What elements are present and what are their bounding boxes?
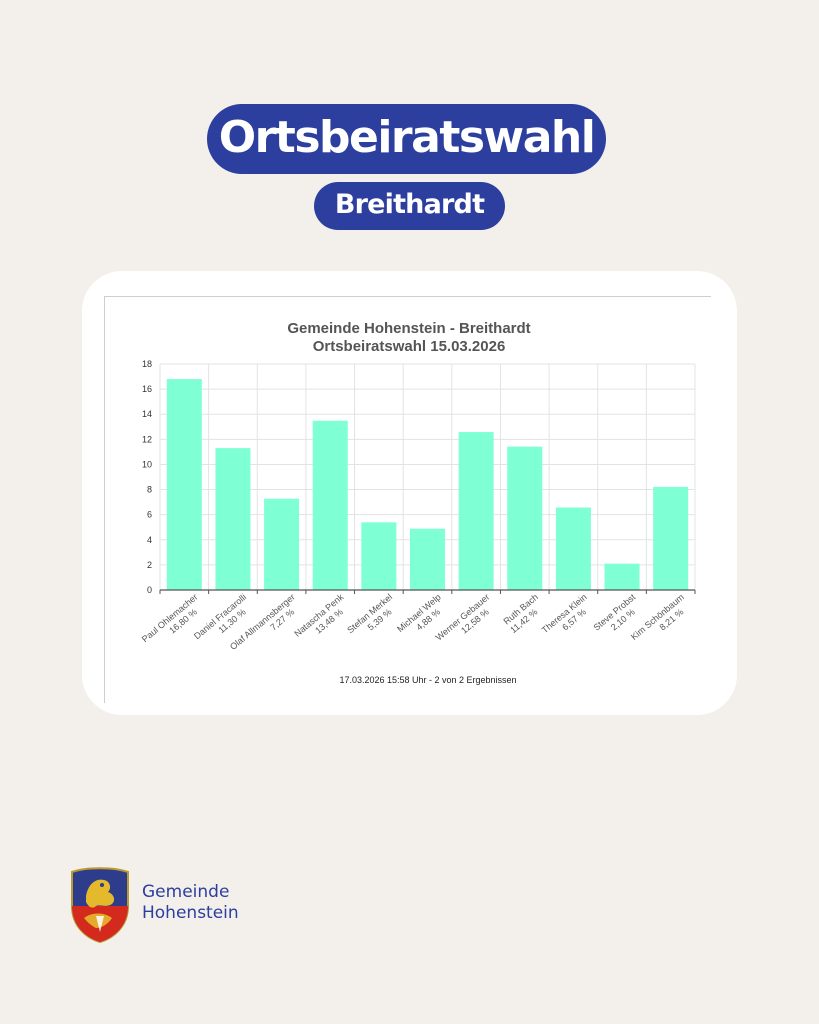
y-tick-label: 12 <box>142 434 152 444</box>
bar-5 <box>361 522 397 590</box>
y-tick-label: 18 <box>142 359 152 369</box>
coat-of-arms-icon <box>71 867 129 944</box>
bar-7 <box>458 432 494 590</box>
chart-title: Gemeinde Hohenstein - Breithardt <box>287 320 530 337</box>
y-tick-label: 6 <box>147 510 152 520</box>
x-tick-label: Paul Ohlemacher16,80 % <box>140 592 207 653</box>
page-title: Ortsbeiratswahl <box>207 104 606 174</box>
bar-1 <box>166 379 202 590</box>
y-tick-label: 8 <box>147 485 152 495</box>
bar-9 <box>555 507 591 590</box>
y-tick-label: 2 <box>147 560 152 570</box>
chart-grid <box>159 363 696 591</box>
org-name-line1: Gemeinde <box>142 882 230 902</box>
y-tick-label: 4 <box>147 535 152 545</box>
bar-11 <box>653 486 689 590</box>
y-tick-label: 16 <box>142 384 152 394</box>
y-tick-label: 0 <box>147 585 152 595</box>
chart-axes <box>159 589 696 594</box>
bar-10 <box>604 563 640 590</box>
chart-footnote: 17.03.2026 15:58 Uhr - 2 von 2 Ergebniss… <box>339 675 516 685</box>
org-name-line2: Hohenstein <box>142 903 239 923</box>
x-tick-label: Natascha Penk13,48 % <box>292 592 353 648</box>
y-tick-label: 14 <box>142 409 152 419</box>
x-tick-label: Theresa Klein6,57 % <box>540 592 596 644</box>
chart-subtitle: Ortsbeiratswahl 15.03.2026 <box>313 338 506 355</box>
bar-2 <box>215 448 251 590</box>
bar-4 <box>312 420 348 590</box>
bar-6 <box>409 528 446 590</box>
org-name: Gemeinde Hohenstein <box>142 882 239 924</box>
page-subtitle: Breithardt <box>314 182 505 230</box>
x-tick-label: Werner Gebauer12,58 % <box>434 592 499 651</box>
bar-8 <box>507 446 543 590</box>
chart-bars <box>166 379 689 590</box>
y-tick-label: 10 <box>142 459 152 469</box>
bar-3 <box>264 498 300 590</box>
chart-frame <box>104 296 711 703</box>
x-tick-label: Stefan Merkel5,39 % <box>345 592 401 644</box>
x-tick-label: Kim Schönbaum8,21 % <box>629 592 693 651</box>
